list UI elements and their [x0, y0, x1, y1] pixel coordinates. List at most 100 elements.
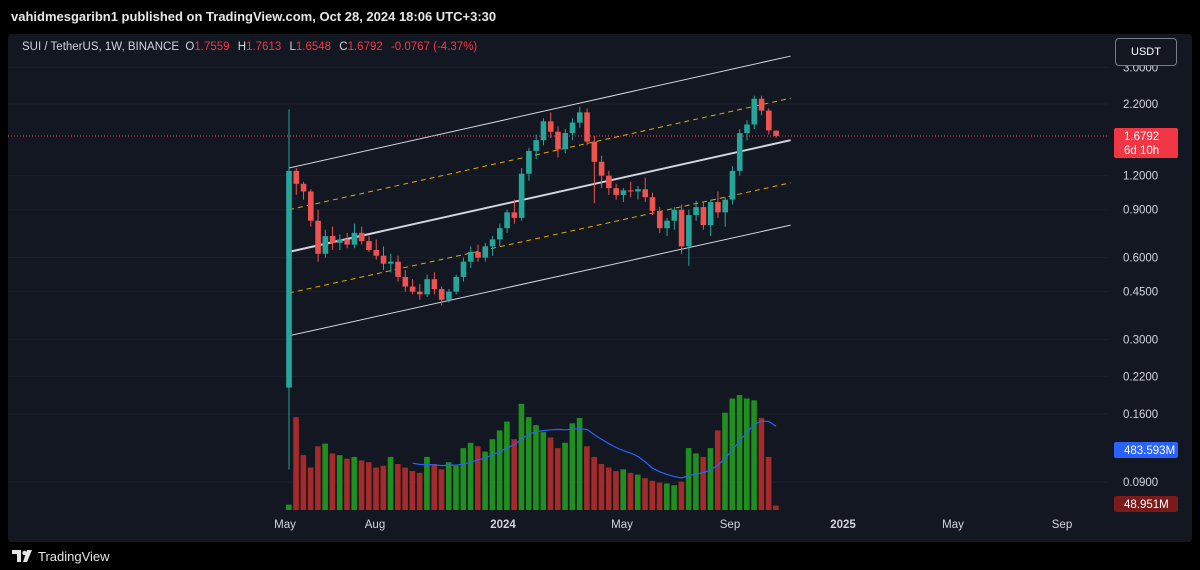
close-label: C: [339, 41, 348, 53]
candle-body: [315, 220, 321, 254]
volume-bar: [693, 453, 699, 510]
volume-bar: [569, 423, 576, 510]
tradingview-logo-icon: [12, 550, 32, 562]
time-axis-label: May: [274, 519, 296, 531]
candle-body: [656, 211, 663, 229]
candle-body: [547, 121, 554, 132]
candle-body: [693, 207, 699, 216]
time-axis-label: 2024: [490, 519, 516, 531]
candle-body: [577, 112, 583, 123]
candle-body: [533, 140, 539, 151]
volume-bar: [489, 439, 496, 510]
price-axis-label: 0.4500: [1123, 287, 1158, 299]
candle-body: [584, 112, 590, 142]
candle-body: [337, 239, 343, 243]
volume-bar: [744, 398, 750, 510]
symbol-name[interactable]: SUI / TetherUS, 1W, BINANCE: [22, 41, 180, 53]
price-axis-label: 1.2000: [1123, 171, 1158, 183]
volume-bar: [293, 417, 299, 510]
candle-body: [540, 121, 547, 141]
time-axis-label: Aug: [365, 519, 385, 531]
candle-body: [686, 215, 692, 247]
volume-bar: [627, 472, 634, 510]
candle-body: [497, 228, 503, 240]
open-value: 1.7559: [194, 41, 230, 53]
candle-body: [329, 236, 336, 243]
brand-name: TradingView: [38, 549, 110, 564]
time-axis-label: Sep: [1052, 519, 1072, 531]
volume-bar: [402, 467, 408, 510]
volume-bar: [453, 465, 459, 510]
candle-body: [417, 291, 423, 295]
price-axis[interactable]: 3.0000 2.2000 1.2000 0.9000 0.6000 0.4500 0.30…: [1123, 62, 1158, 489]
volume-bar: [649, 480, 656, 510]
candle-body: [671, 209, 678, 221]
volume-bar: [605, 467, 612, 510]
volume-bar: [431, 464, 437, 510]
candle-body: [606, 175, 612, 189]
candle-body: [482, 246, 489, 258]
candle-body: [409, 286, 416, 292]
volume-bar: [286, 504, 292, 510]
candle-body: [642, 189, 649, 198]
candle-body: [351, 232, 358, 245]
open-label: O: [185, 41, 195, 53]
time-axis[interactable]: May Aug 2024 May Sep 2025 May Sep: [274, 519, 1072, 531]
volume-bar: [504, 421, 510, 510]
volume-ma-tag-bg: [1114, 442, 1178, 458]
volume-bar: [671, 485, 677, 510]
volume-bar: [533, 425, 539, 510]
change-value: -0.0767 (-4.37%): [390, 41, 478, 53]
volume-bar: [554, 448, 561, 510]
volume-bar: [438, 469, 445, 510]
candle-body: [322, 236, 329, 254]
candle-body: [758, 98, 765, 111]
candle-body: [387, 261, 394, 264]
volume-bar: [482, 451, 488, 510]
candle-body: [446, 291, 452, 300]
candle-body: [344, 239, 350, 245]
candle-body: [722, 199, 728, 213]
candle-body: [438, 289, 445, 300]
volume-bar: [751, 400, 757, 510]
volume-ma-tag: 483.593M: [1124, 445, 1175, 457]
volume-tag: 48.951M: [1124, 499, 1169, 511]
close-value: 1.6792: [347, 41, 383, 53]
last-price-tag: 1.6792: [1124, 131, 1159, 143]
volume-bar: [409, 471, 416, 510]
volume-bar: [380, 465, 387, 510]
price-axis-label: 3.0000: [1123, 62, 1158, 74]
price-axis-label: 0.3000: [1123, 335, 1158, 347]
volume-bar: [584, 446, 590, 510]
volume-bar: [758, 418, 765, 510]
candle-body: [751, 98, 758, 125]
currency-button[interactable]: USDT: [1115, 38, 1177, 66]
time-axis-label: May: [942, 519, 964, 531]
volume-bar: [307, 467, 314, 510]
price-chart[interactable]: 3.0000 2.2000 1.2000 0.9000 0.6000 0.4500 0.30…: [8, 34, 1192, 542]
candle-body: [613, 188, 619, 195]
volume-bar: [424, 456, 430, 510]
volume-bar: [365, 462, 372, 510]
candle-body: [293, 170, 300, 184]
candle-body: [707, 202, 714, 226]
volume-bar: [562, 442, 568, 510]
time-axis-label: Sep: [720, 519, 740, 531]
candle-body: [591, 141, 598, 162]
low-value: 1.6548: [295, 41, 332, 53]
candle-body: [511, 212, 518, 218]
volume-bar: [315, 446, 321, 510]
symbol-legend[interactable]: SUI / TetherUS, 1W, BINANCE O1.7559 H1.7…: [22, 41, 477, 53]
volume-bar: [729, 398, 736, 510]
candles: [286, 95, 779, 470]
candle-body: [453, 276, 460, 292]
volume-tag-bg: [1114, 496, 1178, 512]
candle-body: [526, 150, 532, 174]
regression-channel[interactable]: [288, 55, 791, 337]
volume-bar: [773, 505, 779, 510]
candle-body: [569, 122, 576, 134]
volume-bar: [475, 446, 481, 510]
volume-bar: [707, 448, 714, 510]
chart-pane[interactable]: 3.0000 2.2000 1.2000 0.9000 0.6000 0.4500 0.30…: [8, 34, 1192, 542]
price-axis-label: 0.0900: [1123, 477, 1158, 489]
